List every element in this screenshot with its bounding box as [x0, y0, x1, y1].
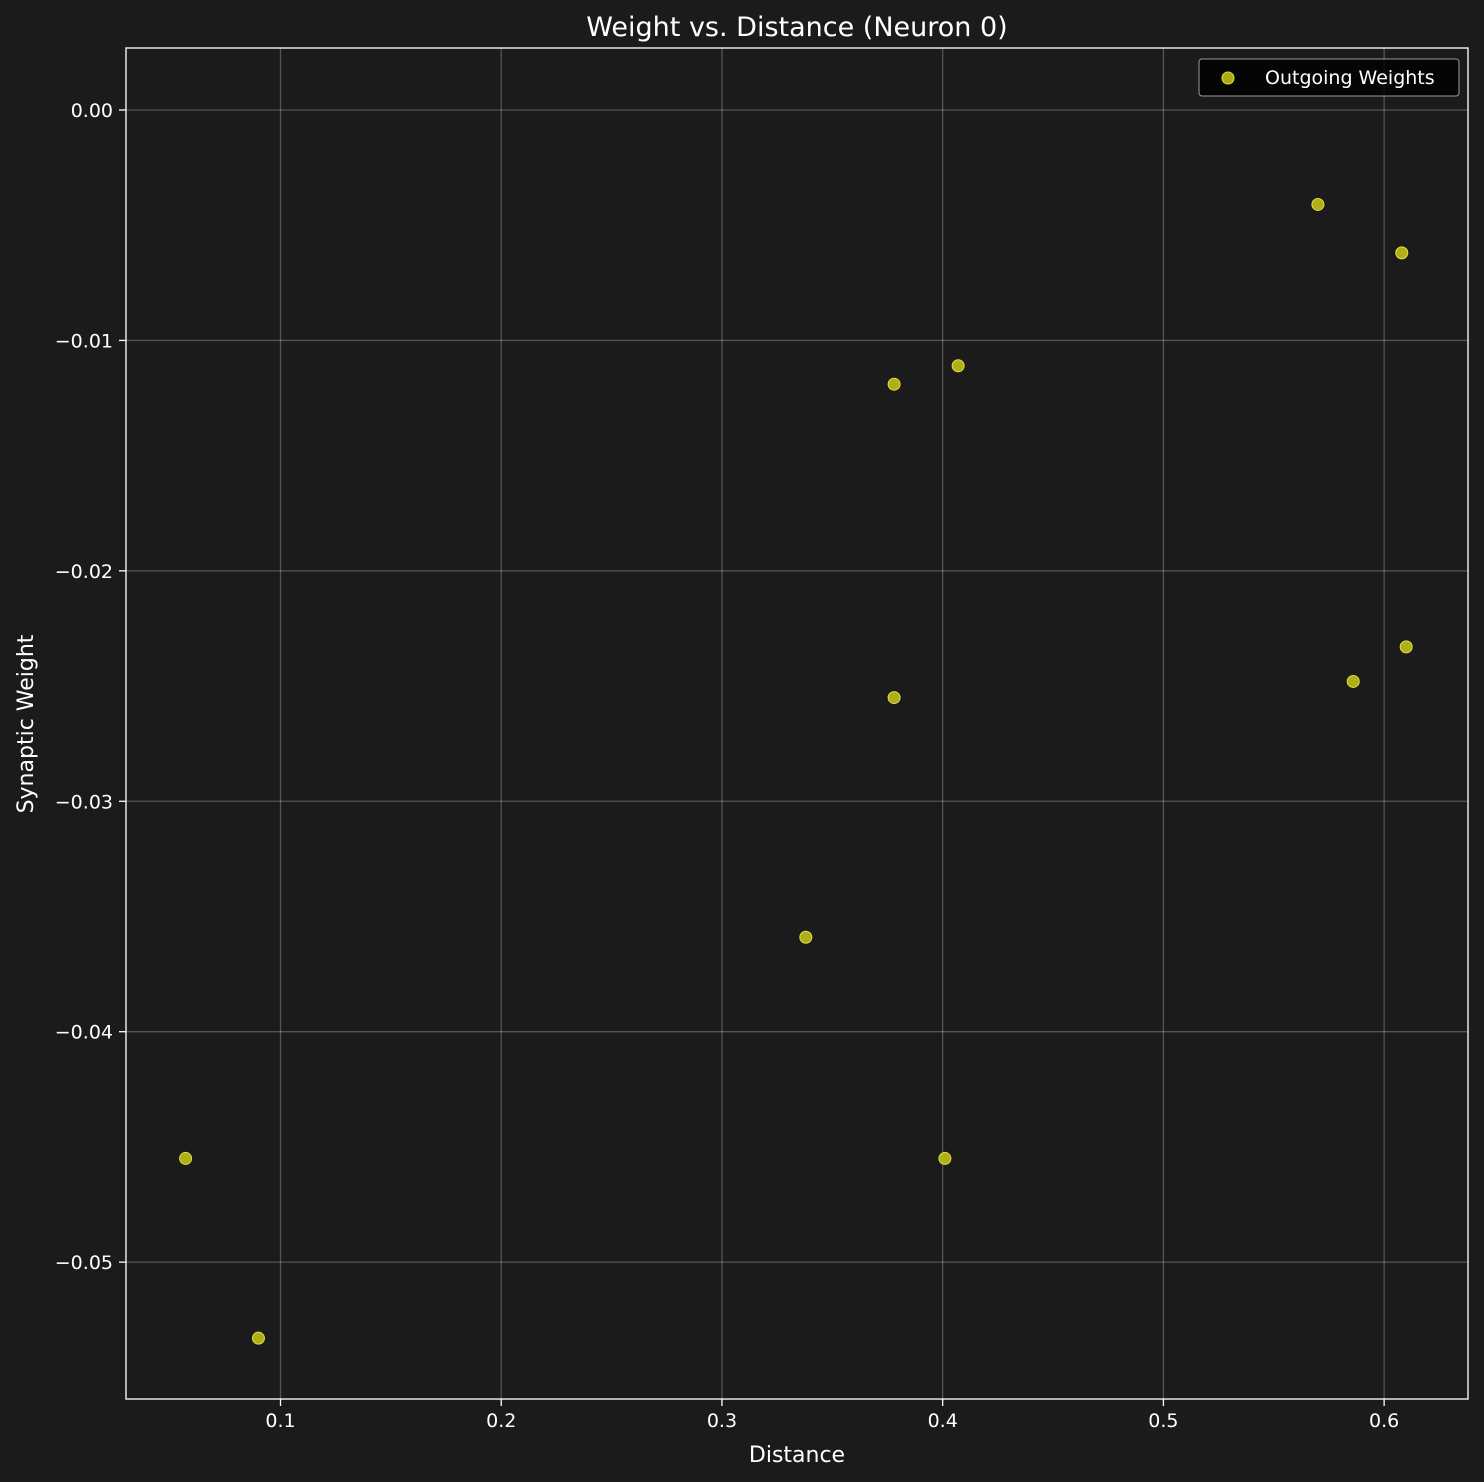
x-tick-label: 0.5 [1148, 1410, 1178, 1432]
y-tick-label: −0.01 [55, 330, 113, 352]
data-point [938, 1151, 952, 1165]
data-point [1346, 674, 1360, 688]
grid [126, 48, 1468, 1399]
data-point [951, 359, 965, 373]
data-point [251, 1331, 265, 1345]
y-tick-label: −0.05 [55, 1252, 113, 1274]
data-point [887, 691, 901, 705]
data-point [179, 1151, 193, 1165]
data-point [799, 930, 813, 944]
legend-marker [1221, 71, 1235, 85]
y-tick-label: 0.00 [71, 100, 113, 122]
legend: Outgoing Weights [1198, 58, 1460, 97]
legend-box [1198, 58, 1460, 97]
x-axis-label: Distance [749, 1443, 845, 1468]
x-tick-label: 0.1 [265, 1410, 295, 1432]
data-points [179, 197, 1413, 1345]
data-point [1311, 197, 1325, 211]
plot-frame [125, 47, 1469, 1400]
y-tick-label: −0.04 [55, 1022, 113, 1044]
legend-label: Outgoing Weights [1265, 67, 1435, 89]
axis-ticks: 0.1 0.2 0.3 0.4 0.5 0.6 0.00 −0.01 −0.02 −0.03 −0.… [55, 100, 1399, 1432]
y-tick-label: −0.03 [55, 791, 113, 813]
data-point [1399, 640, 1413, 654]
x-tick-label: 0.6 [1369, 1410, 1399, 1432]
x-tick-label: 0.2 [486, 1410, 516, 1432]
y-tick-label: −0.02 [55, 561, 113, 583]
data-point [887, 377, 901, 391]
data-point [1395, 246, 1409, 260]
y-axis-label: Synaptic Weight [14, 634, 39, 813]
x-tick-label: 0.4 [928, 1410, 958, 1432]
x-tick-label: 0.3 [707, 1410, 737, 1432]
chart-title: Weight vs. Distance (Neuron 0) [586, 12, 1007, 43]
